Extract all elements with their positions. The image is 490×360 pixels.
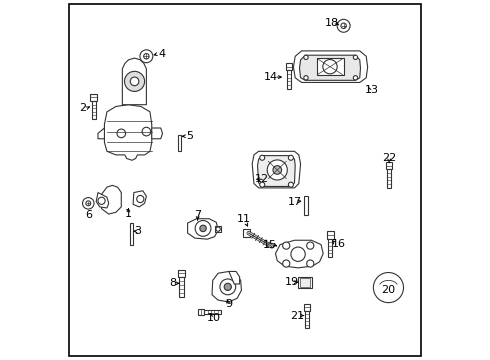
Polygon shape (96, 193, 109, 208)
Text: 21: 21 (290, 311, 304, 320)
Circle shape (283, 260, 290, 267)
Text: 1: 1 (125, 209, 132, 219)
Circle shape (216, 227, 220, 231)
Bar (328, 239, 332, 257)
Circle shape (117, 129, 125, 138)
Circle shape (307, 242, 314, 249)
FancyBboxPatch shape (91, 94, 97, 101)
Bar (204, 310, 221, 314)
Circle shape (304, 55, 308, 59)
FancyBboxPatch shape (327, 231, 334, 239)
Circle shape (283, 242, 290, 249)
Circle shape (124, 71, 145, 91)
Circle shape (142, 127, 151, 136)
Text: 17: 17 (288, 197, 301, 207)
Polygon shape (133, 191, 147, 207)
Polygon shape (275, 240, 323, 268)
Text: 9: 9 (225, 299, 232, 309)
Circle shape (373, 273, 403, 303)
Circle shape (140, 50, 153, 63)
Text: 5: 5 (186, 131, 193, 141)
Polygon shape (188, 219, 218, 239)
Text: 8: 8 (170, 278, 177, 288)
Text: 11: 11 (237, 215, 251, 224)
Bar (130, 223, 133, 244)
Circle shape (267, 160, 287, 180)
Text: 4: 4 (158, 49, 165, 59)
Text: 3: 3 (134, 226, 141, 236)
Text: 16: 16 (332, 239, 346, 249)
Polygon shape (101, 185, 122, 214)
Circle shape (307, 260, 314, 267)
Text: 19: 19 (285, 277, 299, 287)
Polygon shape (258, 156, 295, 186)
FancyBboxPatch shape (243, 229, 250, 237)
Circle shape (304, 76, 308, 80)
Circle shape (337, 19, 350, 32)
Bar (317, 58, 343, 75)
Polygon shape (98, 128, 104, 139)
Circle shape (144, 54, 149, 59)
Circle shape (291, 247, 305, 261)
Text: 20: 20 (381, 285, 395, 296)
Polygon shape (229, 271, 240, 284)
Text: 6: 6 (85, 210, 92, 220)
Polygon shape (299, 55, 361, 80)
Bar (387, 169, 391, 188)
Circle shape (130, 77, 139, 86)
Circle shape (273, 166, 282, 174)
Bar (215, 226, 221, 232)
Bar (298, 277, 312, 288)
FancyBboxPatch shape (304, 304, 310, 311)
Text: 18: 18 (325, 18, 339, 28)
Text: 10: 10 (207, 313, 221, 323)
Bar (304, 196, 308, 215)
Circle shape (224, 283, 231, 291)
Circle shape (353, 76, 358, 80)
Circle shape (137, 195, 144, 203)
Text: 14: 14 (264, 72, 278, 82)
Bar (179, 277, 184, 297)
FancyBboxPatch shape (286, 63, 293, 71)
Circle shape (289, 182, 294, 187)
Text: 12: 12 (255, 174, 270, 184)
Polygon shape (252, 151, 300, 188)
Circle shape (260, 182, 265, 187)
Bar (300, 278, 310, 287)
Bar (178, 135, 181, 151)
Circle shape (86, 201, 91, 206)
FancyBboxPatch shape (386, 162, 392, 169)
Circle shape (341, 23, 346, 28)
Circle shape (82, 198, 94, 209)
Text: 13: 13 (366, 85, 379, 95)
Circle shape (260, 155, 265, 160)
Circle shape (353, 55, 358, 59)
Bar (305, 311, 309, 328)
Polygon shape (294, 51, 368, 82)
Circle shape (98, 197, 105, 204)
Polygon shape (212, 271, 242, 302)
Circle shape (200, 225, 206, 231)
Bar (287, 71, 291, 89)
Polygon shape (152, 128, 163, 139)
FancyBboxPatch shape (197, 309, 204, 315)
Text: 15: 15 (263, 239, 277, 249)
Circle shape (220, 279, 236, 295)
Text: 7: 7 (194, 210, 201, 220)
Text: 2: 2 (79, 103, 86, 113)
FancyBboxPatch shape (178, 270, 185, 277)
Circle shape (195, 221, 211, 236)
Polygon shape (104, 105, 152, 160)
Bar (92, 101, 96, 119)
Polygon shape (122, 58, 147, 105)
Text: 22: 22 (382, 153, 396, 163)
Circle shape (323, 59, 337, 74)
Circle shape (289, 155, 294, 160)
